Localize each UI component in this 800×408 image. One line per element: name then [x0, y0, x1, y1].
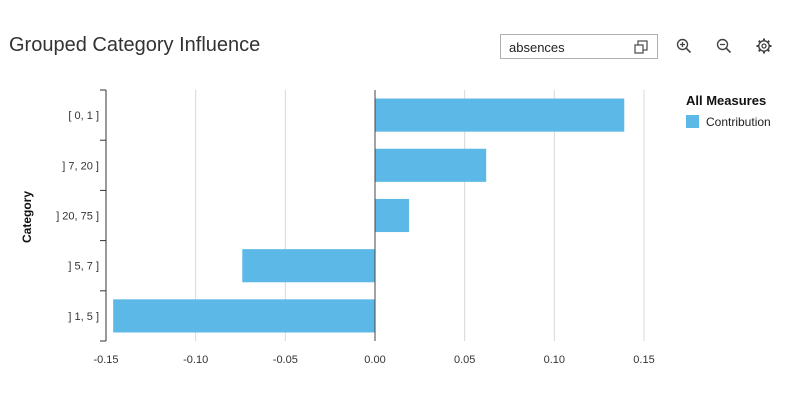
legend-label: Contribution — [706, 115, 771, 129]
x-tick-label: -0.05 — [273, 354, 298, 366]
bar — [242, 249, 375, 283]
bar — [375, 198, 410, 233]
y-tick-label: ] 20, 75 ] — [56, 211, 99, 223]
legend-title: All Measures — [686, 93, 767, 108]
x-tick-label: -0.10 — [183, 354, 208, 366]
y-tick-label: ] 5, 7 ] — [68, 261, 99, 273]
y-tick-label: ] 1, 5 ] — [68, 311, 99, 323]
x-tick-label: 0.00 — [364, 354, 385, 366]
x-tick-label: -0.15 — [93, 354, 118, 366]
measure-selector-value: absences — [509, 40, 565, 55]
x-tick-label: 0.10 — [544, 354, 565, 366]
zoom-out-icon[interactable] — [715, 37, 733, 55]
x-tick-label: 0.05 — [454, 354, 475, 366]
bar — [113, 299, 375, 333]
bar — [375, 98, 625, 132]
settings-icon[interactable] — [755, 37, 773, 55]
zoom-in-icon[interactable] — [675, 37, 693, 55]
chart-title: Grouped Category Influence — [9, 34, 261, 56]
bar — [375, 148, 487, 182]
copy-icon[interactable] — [633, 39, 649, 60]
y-tick-label: ] 7, 20 ] — [62, 160, 99, 172]
legend-swatch — [686, 115, 699, 128]
measure-selector[interactable]: absences — [500, 34, 658, 59]
y-tick-label: [ 0, 1 ] — [68, 110, 99, 122]
x-tick-label: 0.15 — [633, 354, 654, 366]
